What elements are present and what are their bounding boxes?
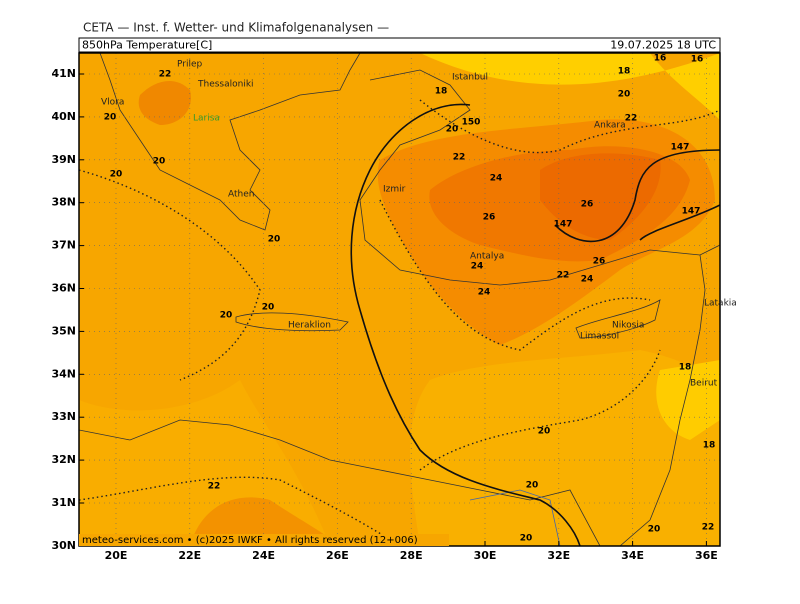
place-label: Nikosia — [612, 321, 644, 331]
coastlines — [79, 53, 720, 546]
title: CETA — Inst. f. Wetter- und Klimafolgena… — [83, 21, 389, 35]
contour-label: 20 — [110, 170, 123, 180]
contour-label: 24 — [478, 288, 491, 298]
graticule — [79, 53, 720, 546]
contour-label: 16 — [691, 55, 704, 65]
lat-label: 41N — [51, 67, 76, 80]
subtitle-box — [78, 37, 721, 53]
place-label: Ankara — [594, 121, 626, 131]
lat-label: 40N — [51, 110, 76, 123]
contour-label: 26 — [581, 200, 594, 210]
place-label: Athen — [228, 190, 254, 200]
field-north — [420, 53, 720, 120]
lat-label: 37N — [51, 239, 76, 252]
lon-label: 34E — [621, 549, 644, 562]
contour-label: 26 — [483, 213, 496, 223]
place-label: Larisa — [193, 114, 220, 124]
lon-label: 36E — [695, 549, 718, 562]
field-hot — [540, 153, 661, 240]
lat-label: 36N — [51, 282, 76, 295]
contour-label: 24 — [490, 174, 503, 184]
contour-label: 20 — [262, 303, 275, 313]
contour-label: 16 — [654, 54, 667, 64]
lon-label: 28E — [400, 549, 423, 562]
contour-label: 20 — [446, 125, 459, 135]
place-label: Istanbul — [452, 73, 488, 83]
map — [79, 53, 720, 546]
contours — [79, 99, 720, 546]
place-label: Beirut — [690, 379, 718, 389]
place-label: Thessaloniki — [197, 80, 254, 90]
place-label: Latakia — [704, 299, 737, 309]
crete — [235, 312, 349, 332]
contour-label: 18 — [435, 87, 448, 97]
lon-label: 32E — [547, 549, 570, 562]
contour-label: 22 — [453, 153, 466, 163]
contour-label: 22 — [159, 70, 172, 80]
contour-label: 147 — [554, 220, 573, 230]
place-label: Antalya — [470, 252, 504, 262]
place-label: Prilep — [177, 60, 203, 70]
contour-label: 20 — [538, 427, 551, 437]
footer-bg — [79, 534, 449, 546]
subtitle: 850hPa Temperature[C] — [82, 39, 212, 52]
lon-label: 26E — [326, 549, 349, 562]
contour-label: 20 — [104, 113, 117, 123]
contour-label: 18 — [679, 363, 692, 373]
cyprus — [575, 299, 661, 339]
contour-label: 26 — [593, 257, 606, 267]
lat-label: 35N — [51, 324, 76, 337]
place-label: Heraklion — [288, 321, 331, 331]
place-label: Limassol — [580, 332, 619, 342]
contour-label: 18 — [618, 67, 631, 77]
lon-label: 22E — [178, 549, 201, 562]
contour-label: 20 — [618, 90, 631, 100]
field-south — [410, 350, 720, 546]
lat-label: 34N — [51, 367, 76, 380]
contour-label: 22 — [625, 114, 638, 124]
contour-label: 22 — [702, 523, 715, 533]
contour-label: 147 — [682, 207, 701, 217]
place-label: Izmir — [383, 185, 406, 195]
contour-label: 20 — [220, 311, 233, 321]
contour-label: 20 — [153, 157, 166, 167]
lat-label: 38N — [51, 196, 76, 209]
lon-label: 24E — [252, 549, 275, 562]
field-levant — [656, 360, 720, 440]
contour-label: 147 — [671, 143, 690, 153]
lat-label: 30N — [51, 539, 76, 552]
isohypse — [350, 103, 720, 546]
lon-label: 20E — [105, 549, 128, 562]
contour-label: 20 — [526, 481, 539, 491]
lat-label: 32N — [51, 453, 76, 466]
contour-label: 20 — [268, 235, 281, 245]
timestamp: 19.07.2025 18 UTC — [610, 39, 716, 52]
lat-label: 31N — [51, 496, 76, 509]
contour-label: 18 — [703, 441, 716, 451]
contour-label: 22 — [557, 271, 570, 281]
lon-label: 30E — [474, 549, 497, 562]
lat-label: 39N — [51, 153, 76, 166]
contour-label: 20 — [520, 534, 533, 544]
contour-label: 24 — [471, 262, 484, 272]
place-label: Vlora — [101, 98, 124, 108]
footer: meteo-services.com • (c)2025 IWKF • All … — [82, 535, 418, 546]
contour-label: 150 — [462, 118, 481, 128]
field-libya — [190, 497, 340, 546]
contour-label: 24 — [581, 275, 594, 285]
field-balkan — [138, 80, 191, 125]
contour-label: 20 — [648, 525, 661, 535]
contour-label: 22 — [208, 482, 221, 492]
lat-label: 33N — [51, 410, 76, 423]
